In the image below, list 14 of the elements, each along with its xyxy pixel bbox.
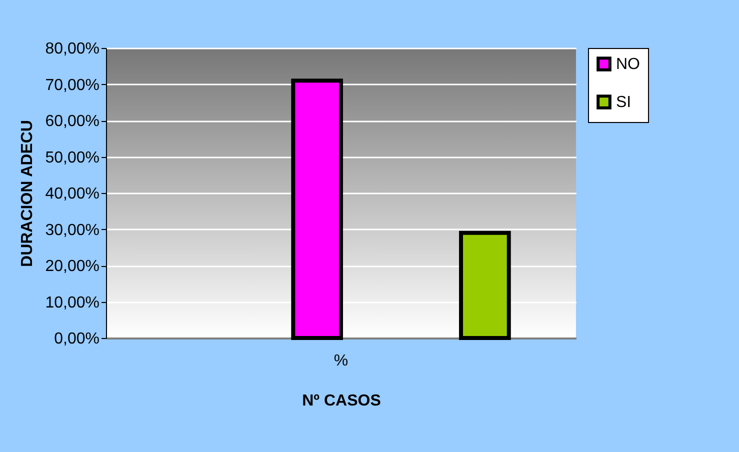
y-tick-label: 60,00% <box>45 113 100 130</box>
x-tick-label: % <box>334 352 348 370</box>
y-tick-label: 30,00% <box>45 222 100 239</box>
y-tick-label: 0,00% <box>54 330 100 348</box>
y-tick-label: 50,00% <box>45 149 100 166</box>
y-tick-label: 20,00% <box>45 258 100 275</box>
y-tick-label: 70,00% <box>45 76 100 94</box>
legend-label: NO <box>616 56 640 73</box>
y-tick-label: 80,00% <box>45 40 100 58</box>
y-tick-label: 40,00% <box>45 186 100 202</box>
y-tick-label: 10,00% <box>45 294 100 312</box>
legend-label: SI <box>616 94 632 111</box>
x-axis-title: Nº CASOS <box>302 392 382 410</box>
y-axis-title: DURACION ADECU <box>19 120 36 267</box>
